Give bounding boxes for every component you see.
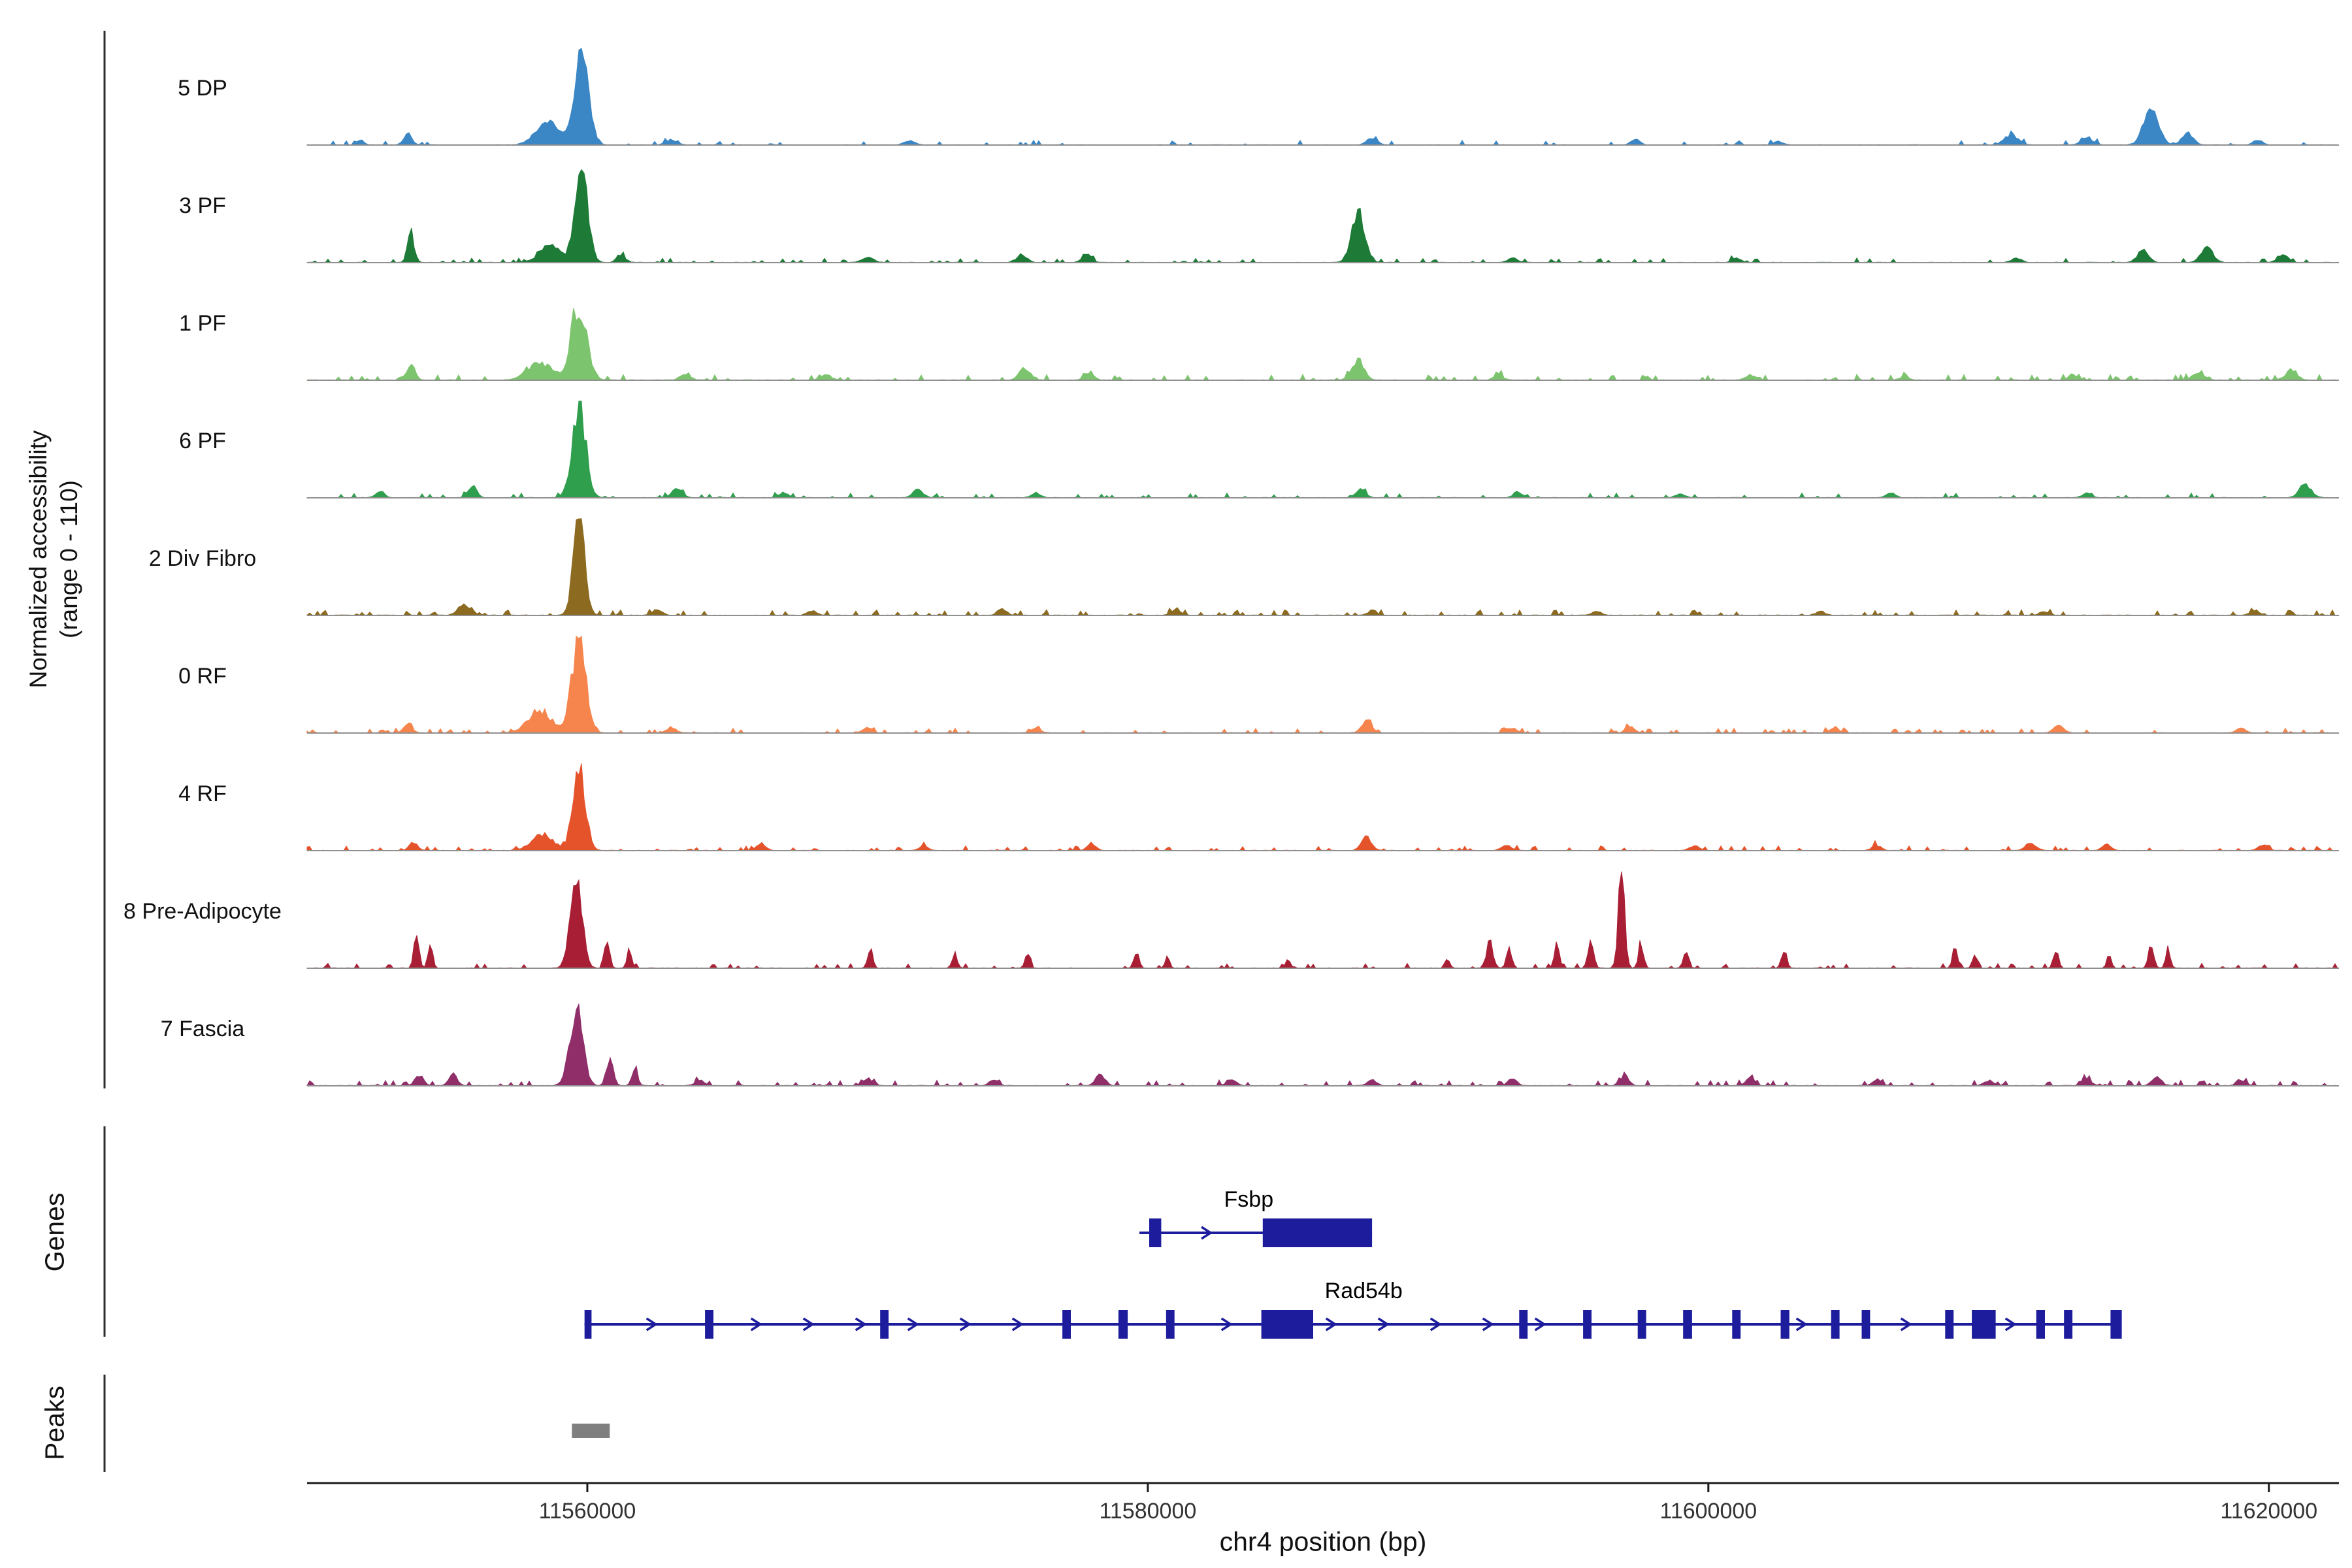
exon-box [1732,1310,1741,1339]
strand-arrow-icon [959,1317,972,1331]
exon-box [1583,1310,1592,1339]
track-2-div-fibro: 2 Div Fibro [149,518,2340,616]
x-axis-tick-label: 11600000 [1659,1499,1757,1524]
exon-box [1062,1310,1071,1339]
track-3-pf: 3 PF [179,169,2340,263]
track-6-pf: 6 PF [179,400,2340,498]
strand-arrow-icon [645,1317,658,1331]
signal-area-5-dp [306,48,2340,146]
strand-arrow-icon [1377,1317,1390,1331]
strand-arrow-icon [855,1317,867,1331]
track-0-rf: 0 RF [178,636,2340,734]
strand-arrow-icon [1325,1317,1337,1331]
exon-box [1945,1310,1954,1339]
x-axis-tick-label: 11580000 [1100,1499,1197,1524]
strand-arrow-icon [802,1317,815,1331]
exon-box [1262,1218,1373,1247]
exon-box [2064,1310,2073,1339]
exon-box [1149,1218,1162,1247]
exon-box [584,1310,592,1339]
strand-arrow-icon [1482,1317,1494,1331]
exon-box [1972,1310,1996,1339]
track-label: 4 RF [178,781,227,806]
gene-fsbp: Fsbp [1139,1187,1373,1247]
strand-arrow-icon [750,1317,762,1331]
exon-box [2110,1310,2122,1339]
track-label: 6 PF [179,429,226,453]
signal-area-7-fascia [306,1003,2340,1086]
signal-area-4-rf [306,763,2340,851]
strand-arrow-icon [1220,1317,1233,1331]
track-label: 8 Pre-Adipocyte [123,899,282,924]
exon-box [1519,1310,1528,1339]
strand-arrow-icon [1201,1226,1213,1240]
x-axis-tick-label: 11560000 [539,1499,636,1524]
exon-box [1166,1310,1175,1339]
exon-box [1861,1310,1870,1339]
track-label: 3 PF [179,193,226,218]
exon-box [1780,1310,1789,1339]
strand-arrow-icon [1011,1317,1024,1331]
signal-area-6-pf [306,400,2340,498]
signal-area-0-rf [306,636,2340,734]
exon-box [880,1310,889,1339]
signal-area-2-div-fibro [306,518,2340,616]
track-label: 2 Div Fibro [149,546,256,571]
exon-box [1637,1310,1646,1339]
x-axis-title: chr4 position (bp) [1219,1526,1427,1557]
exon-box [705,1310,713,1339]
track-label: 1 PF [179,311,226,336]
track-4-rf: 4 RF [178,763,2340,851]
strand-arrow-icon [1534,1317,1546,1331]
strand-arrow-icon [1795,1317,1808,1331]
track-7-fascia: 7 Fascia [161,1003,2340,1086]
track-label: 7 Fascia [161,1017,245,1041]
strand-arrow-icon [1900,1317,1912,1331]
exon-box [1261,1310,1313,1339]
signal-area-8-pre-adipocyte [306,871,2340,969]
strand-arrow-icon [907,1317,919,1331]
gene-rad54b: Rad54b [584,1279,2122,1339]
exon-box [2036,1310,2045,1339]
signal-area-3-pf [306,169,2340,263]
track-5-dp: 5 DP [178,48,2340,146]
track-8-pre-adipocyte: 8 Pre-Adipocyte [123,871,2340,969]
strand-arrow-icon [1429,1317,1442,1331]
signal-area-1-pf [306,308,2340,381]
track-label: 5 DP [178,76,227,101]
track-label: 0 RF [178,664,227,689]
exon-box [1683,1310,1692,1339]
gene-name-label: Fsbp [1224,1187,1274,1212]
peak-region-0 [572,1424,610,1438]
exon-box [1831,1310,1840,1339]
gene-name-label: Rad54b [1325,1279,1403,1303]
strand-arrow-icon [2004,1317,2017,1331]
exon-box [1118,1310,1128,1339]
x-axis-tick-label: 11620000 [2220,1499,2317,1524]
track-1-pf: 1 PF [179,308,2340,381]
